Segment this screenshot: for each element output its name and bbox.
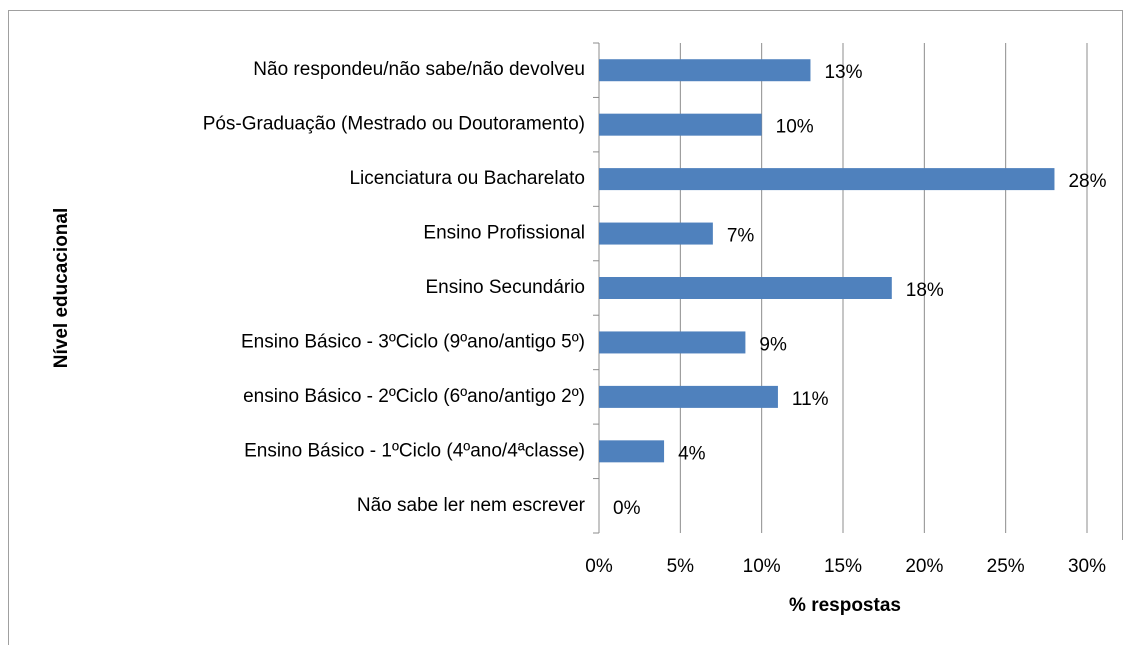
data-label: 10% bbox=[776, 117, 814, 138]
x-tick-label: 5% bbox=[667, 556, 695, 577]
bar bbox=[599, 440, 665, 463]
x-tick-label: 10% bbox=[743, 556, 781, 577]
data-label: 9% bbox=[759, 334, 787, 355]
y-tick-label: Pós-Graduação (Mestrado ou Doutoramento) bbox=[203, 114, 585, 135]
y-tick-label: Licenciatura ou Bacharelato bbox=[349, 168, 585, 189]
bar bbox=[599, 277, 892, 299]
y-tick-label: Ensino Básico - 1ºCiclo (4ºano/4ªclasse) bbox=[244, 440, 585, 461]
bar bbox=[599, 331, 746, 354]
x-axis-title: % respostas bbox=[789, 595, 901, 616]
data-label: 13% bbox=[824, 62, 862, 83]
bar bbox=[599, 385, 778, 408]
bar bbox=[599, 168, 1055, 191]
bar bbox=[599, 113, 762, 136]
y-tick-label: Ensino Básico - 3ºCiclo (9ºano/antigo 5º… bbox=[241, 331, 585, 352]
x-tick-label: 0% bbox=[585, 556, 613, 577]
y-tick-label: ensino Básico - 2ºCiclo (6ºano/antigo 2º… bbox=[243, 386, 585, 407]
x-tick-label: 15% bbox=[824, 556, 862, 577]
data-label: 28% bbox=[1068, 171, 1106, 192]
y-axis-title: Nível educacional bbox=[51, 208, 72, 369]
bar bbox=[599, 222, 713, 245]
data-label: 7% bbox=[727, 226, 755, 247]
y-tick-label: Ensino Profissional bbox=[423, 223, 585, 244]
x-tick-label: 25% bbox=[987, 556, 1025, 577]
y-tick-label: Não respondeu/não sabe/não devolveu bbox=[253, 59, 585, 80]
y-tick-label: Não sabe ler nem escrever bbox=[357, 495, 586, 516]
data-label: 18% bbox=[906, 280, 944, 301]
data-label: 0% bbox=[613, 498, 641, 519]
bar bbox=[599, 59, 811, 82]
data-label: 4% bbox=[678, 443, 706, 464]
y-tick-label: Ensino Secundário bbox=[426, 277, 586, 298]
data-label: 11% bbox=[792, 389, 829, 410]
x-tick-label: 30% bbox=[1068, 556, 1106, 577]
chart-border bbox=[8, 10, 1123, 645]
x-tick-label: 20% bbox=[905, 556, 943, 577]
